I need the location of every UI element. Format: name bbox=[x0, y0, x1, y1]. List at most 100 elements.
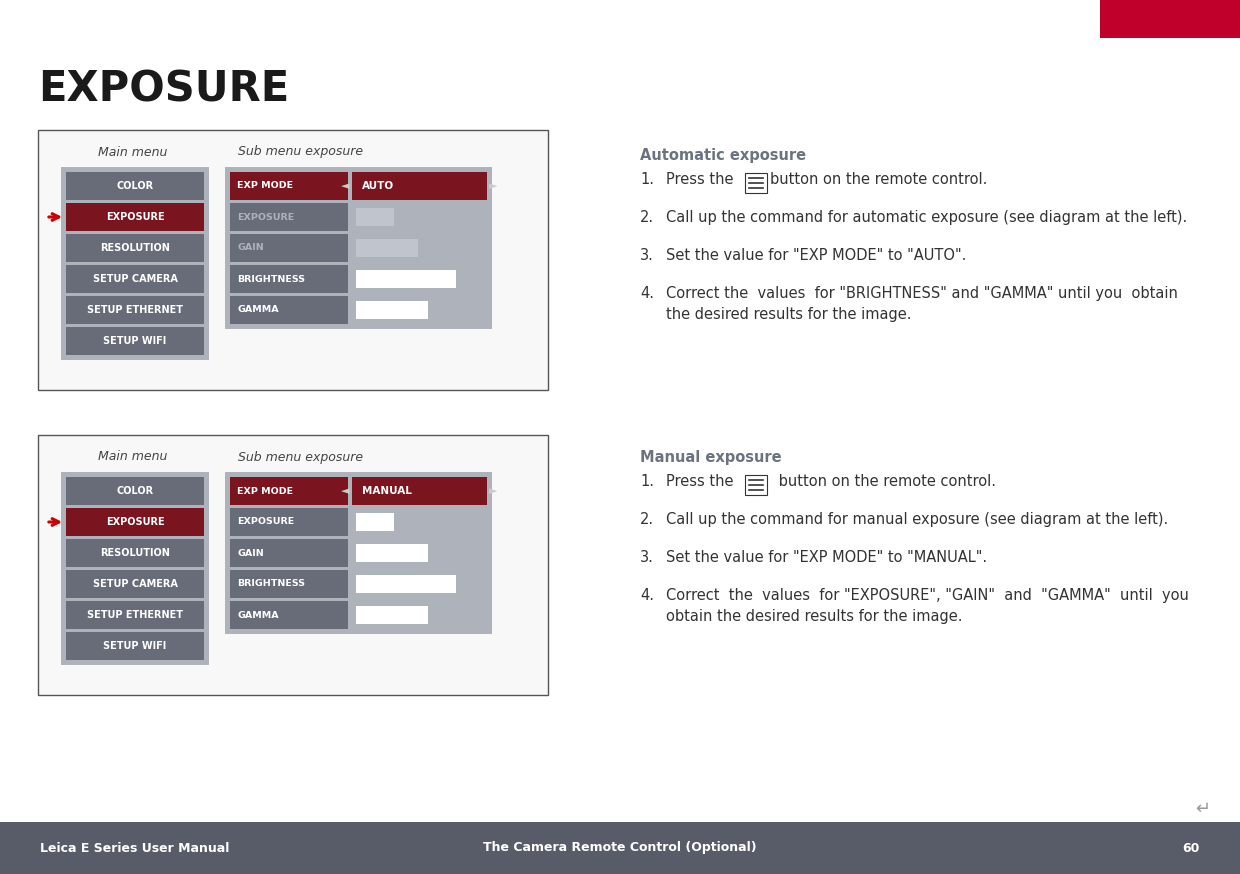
FancyBboxPatch shape bbox=[352, 477, 487, 505]
FancyBboxPatch shape bbox=[66, 203, 205, 231]
FancyBboxPatch shape bbox=[352, 477, 487, 505]
Text: EXPOSURE: EXPOSURE bbox=[38, 68, 289, 110]
FancyBboxPatch shape bbox=[229, 508, 348, 536]
Text: Set the value for "EXP MODE" to "AUTO".: Set the value for "EXP MODE" to "AUTO". bbox=[666, 248, 966, 263]
Text: COLOR: COLOR bbox=[117, 486, 154, 496]
FancyBboxPatch shape bbox=[66, 632, 205, 660]
Text: Leica E Series User Manual: Leica E Series User Manual bbox=[40, 842, 229, 855]
Text: EXP MODE: EXP MODE bbox=[237, 487, 293, 496]
FancyBboxPatch shape bbox=[352, 508, 487, 536]
FancyBboxPatch shape bbox=[356, 301, 428, 319]
Text: SETUP WIFI: SETUP WIFI bbox=[103, 336, 166, 346]
FancyBboxPatch shape bbox=[1100, 0, 1240, 38]
FancyBboxPatch shape bbox=[66, 172, 205, 200]
Text: Set the value for "EXP MODE" to "MANUAL".: Set the value for "EXP MODE" to "MANUAL"… bbox=[666, 550, 987, 565]
Text: Manual exposure: Manual exposure bbox=[640, 450, 781, 465]
Text: Call up the command for manual exposure (see diagram at the left).: Call up the command for manual exposure … bbox=[666, 512, 1168, 527]
Text: ►: ► bbox=[489, 181, 497, 191]
Text: Main menu: Main menu bbox=[98, 145, 167, 158]
FancyBboxPatch shape bbox=[66, 508, 205, 536]
Text: ↵: ↵ bbox=[1195, 800, 1210, 818]
Text: 3.: 3. bbox=[640, 248, 653, 263]
Text: SETUP WIFI: SETUP WIFI bbox=[103, 641, 166, 651]
Text: SETUP ETHERNET: SETUP ETHERNET bbox=[87, 305, 184, 315]
FancyBboxPatch shape bbox=[356, 239, 418, 257]
Text: Correct the  values  for "BRIGHTNESS" and "GAMMA" until you  obtain
the desired : Correct the values for "BRIGHTNESS" and … bbox=[666, 286, 1178, 322]
FancyBboxPatch shape bbox=[229, 296, 348, 324]
FancyBboxPatch shape bbox=[61, 472, 210, 665]
Text: ◄: ◄ bbox=[341, 486, 348, 496]
Text: BRIGHTNESS: BRIGHTNESS bbox=[237, 274, 305, 283]
Text: 2.: 2. bbox=[640, 210, 655, 225]
Text: RESOLUTION: RESOLUTION bbox=[100, 548, 170, 558]
Text: Automatic exposure: Automatic exposure bbox=[640, 148, 806, 163]
FancyBboxPatch shape bbox=[66, 539, 205, 567]
FancyBboxPatch shape bbox=[356, 513, 394, 531]
FancyBboxPatch shape bbox=[229, 570, 348, 598]
Text: 1.: 1. bbox=[640, 474, 653, 489]
FancyBboxPatch shape bbox=[66, 601, 205, 629]
FancyBboxPatch shape bbox=[352, 570, 487, 598]
Text: GAMMA: GAMMA bbox=[237, 306, 279, 315]
FancyBboxPatch shape bbox=[229, 265, 348, 293]
FancyBboxPatch shape bbox=[224, 472, 492, 634]
Text: EXPOSURE: EXPOSURE bbox=[237, 517, 294, 526]
Text: 3.: 3. bbox=[640, 550, 653, 565]
FancyBboxPatch shape bbox=[66, 477, 205, 505]
FancyBboxPatch shape bbox=[66, 234, 205, 262]
Text: Sub menu exposure: Sub menu exposure bbox=[238, 145, 363, 158]
FancyBboxPatch shape bbox=[352, 296, 487, 324]
Text: ◄: ◄ bbox=[341, 181, 348, 191]
Text: BRIGHTNESS: BRIGHTNESS bbox=[237, 579, 305, 588]
FancyBboxPatch shape bbox=[38, 435, 548, 695]
Text: GAIN: GAIN bbox=[237, 244, 264, 253]
FancyBboxPatch shape bbox=[356, 544, 428, 562]
Text: 4.: 4. bbox=[640, 588, 653, 603]
Text: Call up the command for automatic exposure (see diagram at the left).: Call up the command for automatic exposu… bbox=[666, 210, 1187, 225]
FancyBboxPatch shape bbox=[229, 539, 348, 567]
Text: 2.: 2. bbox=[640, 512, 655, 527]
FancyBboxPatch shape bbox=[229, 601, 348, 629]
Text: ►: ► bbox=[489, 486, 497, 496]
FancyBboxPatch shape bbox=[352, 601, 487, 629]
FancyBboxPatch shape bbox=[352, 265, 487, 293]
Text: RESOLUTION: RESOLUTION bbox=[100, 243, 170, 253]
Text: The Camera Remote Control (Optional): The Camera Remote Control (Optional) bbox=[484, 842, 756, 855]
Text: EXPOSURE: EXPOSURE bbox=[237, 212, 294, 221]
FancyBboxPatch shape bbox=[352, 203, 487, 231]
FancyBboxPatch shape bbox=[356, 575, 456, 593]
Text: GAIN: GAIN bbox=[237, 549, 264, 558]
FancyBboxPatch shape bbox=[229, 477, 348, 505]
FancyBboxPatch shape bbox=[356, 270, 456, 288]
Text: Press the: Press the bbox=[666, 172, 738, 187]
FancyBboxPatch shape bbox=[352, 172, 487, 200]
Text: SETUP CAMERA: SETUP CAMERA bbox=[93, 274, 177, 284]
Text: EXP MODE: EXP MODE bbox=[237, 182, 293, 191]
Text: MANUAL: MANUAL bbox=[362, 486, 412, 496]
Text: COLOR: COLOR bbox=[117, 181, 154, 191]
Text: SETUP ETHERNET: SETUP ETHERNET bbox=[87, 610, 184, 620]
Text: Correct  the  values  for "EXPOSURE", "GAIN"  and  "GAMMA"  until  you
obtain th: Correct the values for "EXPOSURE", "GAIN… bbox=[666, 588, 1189, 624]
FancyBboxPatch shape bbox=[61, 167, 210, 360]
FancyBboxPatch shape bbox=[356, 208, 394, 226]
FancyBboxPatch shape bbox=[356, 606, 428, 624]
Text: 60: 60 bbox=[1183, 842, 1200, 855]
Text: button on the remote control.: button on the remote control. bbox=[770, 172, 987, 187]
FancyBboxPatch shape bbox=[224, 167, 492, 329]
Text: GAMMA: GAMMA bbox=[237, 611, 279, 620]
Text: AUTO: AUTO bbox=[362, 181, 394, 191]
FancyBboxPatch shape bbox=[66, 265, 205, 293]
FancyBboxPatch shape bbox=[38, 130, 548, 390]
Text: Sub menu exposure: Sub menu exposure bbox=[238, 450, 363, 463]
Text: button on the remote control.: button on the remote control. bbox=[774, 474, 996, 489]
FancyBboxPatch shape bbox=[352, 172, 487, 200]
FancyBboxPatch shape bbox=[66, 570, 205, 598]
FancyBboxPatch shape bbox=[352, 539, 487, 567]
Text: EXPOSURE: EXPOSURE bbox=[105, 212, 165, 222]
FancyBboxPatch shape bbox=[66, 296, 205, 324]
FancyBboxPatch shape bbox=[352, 234, 487, 262]
Text: Main menu: Main menu bbox=[98, 450, 167, 463]
Text: SETUP CAMERA: SETUP CAMERA bbox=[93, 579, 177, 589]
FancyBboxPatch shape bbox=[229, 203, 348, 231]
FancyBboxPatch shape bbox=[229, 172, 348, 200]
